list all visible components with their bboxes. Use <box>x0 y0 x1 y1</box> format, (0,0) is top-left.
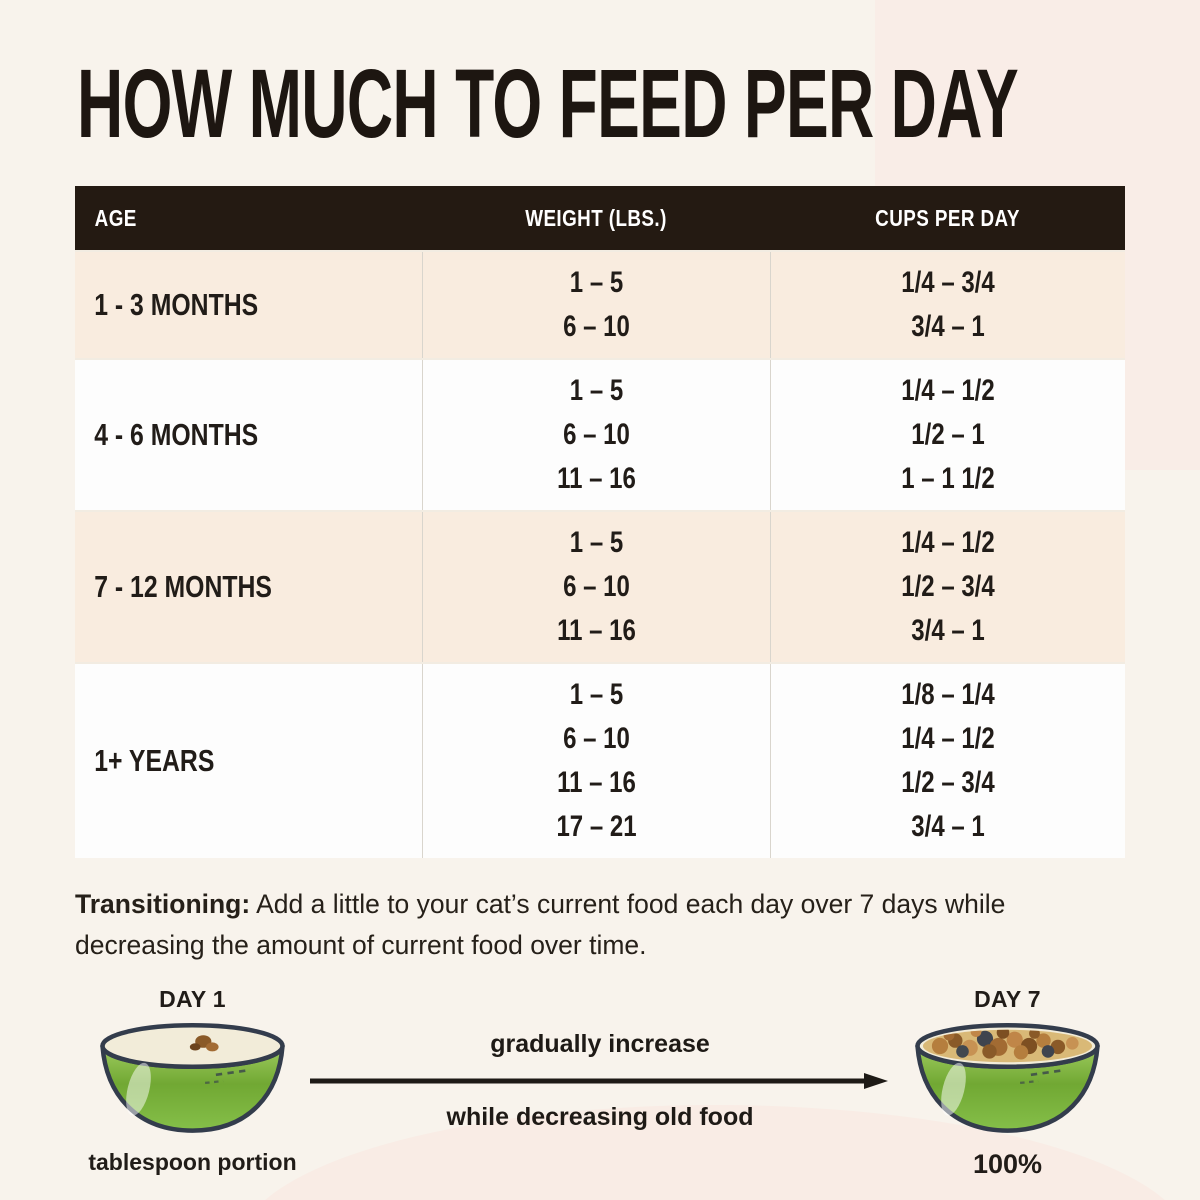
day7-label: DAY 7 <box>974 986 1041 1012</box>
cup-range: 1/8 – 1/4 <box>901 678 995 711</box>
table-row: 1+ YEARS 1 – 5 6 – 10 11 – 16 17 – 21 1/8 – 1… <box>75 662 1125 858</box>
cups-cell: 1/4 – 1/2 1/2 – 3/4 3/4 – 1 <box>770 512 1125 662</box>
age-cell: 7 - 12 MONTHS <box>75 512 422 662</box>
cup-range: 1/4 – 3/4 <box>901 266 995 299</box>
cup-range: 3/4 – 1 <box>911 810 985 843</box>
age-label: 7 - 12 MONTHS <box>94 569 272 604</box>
header-cups: CUPS PER DAY <box>875 204 1020 231</box>
weight-range: 6 – 10 <box>563 310 630 343</box>
cup-range: 3/4 – 1 <box>911 614 985 647</box>
age-label: 1+ YEARS <box>94 743 215 778</box>
transition-diagram: DAY 1 <box>75 986 1125 1180</box>
header-weight: WEIGHT (LBS.) <box>525 204 667 231</box>
cup-range: 1/2 – 3/4 <box>901 570 995 603</box>
weight-range: 1 – 5 <box>569 266 624 299</box>
day7-bowl-icon <box>915 1023 1100 1133</box>
age-cell: 1+ YEARS <box>75 664 422 858</box>
arrow-top-label: gradually increase <box>490 1030 710 1058</box>
age-label: 4 - 6 MONTHS <box>94 417 259 452</box>
weight-cell: 1 – 5 6 – 10 <box>422 252 770 358</box>
weight-range: 1 – 5 <box>569 374 624 407</box>
weight-cell: 1 – 5 6 – 10 11 – 16 <box>422 360 770 510</box>
transition-arrow-block: gradually increase while decreasing old … <box>310 986 890 1132</box>
day1-bowl-block: DAY 1 <box>75 986 310 1176</box>
header-age: AGE <box>94 204 137 231</box>
age-label: 1 - 3 MONTHS <box>94 287 259 322</box>
cup-range: 3/4 – 1 <box>911 310 985 343</box>
weight-range: 11 – 16 <box>557 766 636 799</box>
transition-note: Transitioning: Add a little to your cat’… <box>75 884 1125 966</box>
weight-range: 6 – 10 <box>563 722 630 755</box>
cup-range: 1/4 – 1/2 <box>901 722 995 755</box>
age-cell: 1 - 3 MONTHS <box>75 252 422 358</box>
weight-range: 1 – 5 <box>569 678 624 711</box>
age-cell: 4 - 6 MONTHS <box>75 360 422 510</box>
table-row: 7 - 12 MONTHS 1 – 5 6 – 10 11 – 16 1/4 – 1/2… <box>75 510 1125 662</box>
weight-range: 1 – 5 <box>569 526 624 559</box>
weight-range: 11 – 16 <box>557 462 636 495</box>
day1-caption: tablespoon portion <box>88 1149 297 1175</box>
cups-cell: 1/4 – 3/4 3/4 – 1 <box>770 252 1125 358</box>
page-title: HOW MUCH TO FEED PER DAY <box>77 49 1019 158</box>
cup-range: 1/2 – 3/4 <box>901 766 995 799</box>
table-header-row: AGE WEIGHT (LBS.) CUPS PER DAY <box>75 186 1125 250</box>
table-row: 1 - 3 MONTHS 1 – 5 6 – 10 1/4 – 3/4 3/4 – 1 <box>75 250 1125 358</box>
cup-range: 1 – 1 1/2 <box>901 462 995 495</box>
transition-note-label: Transitioning: <box>75 889 251 919</box>
day1-label: DAY 1 <box>159 986 226 1012</box>
arrow-bottom-label: while decreasing old food <box>446 1103 754 1131</box>
weight-range: 11 – 16 <box>557 614 636 647</box>
weight-range: 6 – 10 <box>563 570 630 603</box>
weight-cell: 1 – 5 6 – 10 11 – 16 17 – 21 <box>422 664 770 858</box>
cups-cell: 1/4 – 1/2 1/2 – 1 1 – 1 1/2 <box>770 360 1125 510</box>
weight-range: 17 – 21 <box>556 810 637 843</box>
cups-cell: 1/8 – 1/4 1/4 – 1/2 1/2 – 3/4 3/4 – 1 <box>770 664 1125 858</box>
table-body: 1 - 3 MONTHS 1 – 5 6 – 10 1/4 – 3/4 3/4 – 1 4… <box>75 250 1125 858</box>
day7-caption: 100% <box>972 1149 1043 1179</box>
transition-arrow-icon <box>310 1073 888 1089</box>
feeding-table: AGE WEIGHT (LBS.) CUPS PER DAY 1 - 3 MON… <box>75 186 1125 858</box>
cup-range: 1/4 – 1/2 <box>901 526 995 559</box>
cup-range: 1/4 – 1/2 <box>901 374 995 407</box>
day7-bowl-block: DAY 7 <box>890 986 1125 1180</box>
transition-note-text: Add a little to your cat’s current food … <box>75 889 1006 960</box>
weight-range: 6 – 10 <box>563 418 630 451</box>
weight-cell: 1 – 5 6 – 10 11 – 16 <box>422 512 770 662</box>
cup-range: 1/2 – 1 <box>911 418 985 451</box>
day1-bowl-icon <box>100 1023 285 1133</box>
